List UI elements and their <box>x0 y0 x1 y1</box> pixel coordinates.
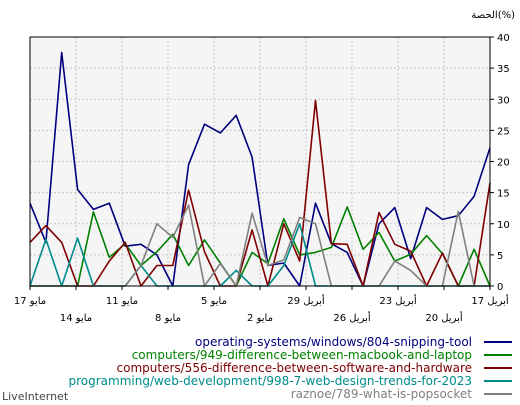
x-tick-label: 8 مايو <box>155 313 181 324</box>
y-tick-label: 35 <box>497 64 510 75</box>
y-tick-label: 10 <box>497 220 510 231</box>
legend-label-5: raznoe/789-what-is-popsocket <box>291 387 473 401</box>
y-tick-label: 0 <box>497 282 503 293</box>
x-tick-label: 11 مايو <box>106 296 138 307</box>
y-axis: 0 5 10 15 20 25 30 35 40 <box>490 33 510 293</box>
x-tick-label: 17 مايو <box>14 296 46 307</box>
legend-label-1: operating-systems/windows/804-snipping-t… <box>195 335 472 349</box>
x-tick-label: 26 أبريل <box>333 311 371 324</box>
y-axis-label: الحصة(%) <box>471 10 515 21</box>
x-axis: 17 أبريل 20 أبريل 23 أبريل 26 أبريل 29 أبريل… <box>14 286 509 324</box>
legend-label-3: computers/556-difference-between-softwar… <box>117 361 472 375</box>
series-line-3 <box>29 99 491 287</box>
y-tick-label: 30 <box>497 95 510 106</box>
legend-label-4: programming/web-development/998-7-web-de… <box>68 374 472 388</box>
grid <box>29 36 491 287</box>
legend-label-2: computers/949-difference-between-macbook… <box>132 348 472 362</box>
x-tick-label: 20 أبريل <box>425 311 463 324</box>
brand-label: LiveInternet <box>2 390 69 403</box>
x-tick-label: 23 أبريل <box>379 294 417 307</box>
y-tick-label: 15 <box>497 189 510 200</box>
y-tick-label: 25 <box>497 126 510 137</box>
x-tick-label: 14 مايو <box>60 313 92 324</box>
y-tick-label: 5 <box>497 251 503 262</box>
x-tick-label: 2 مايو <box>247 313 273 324</box>
y-tick-label: 20 <box>497 158 510 169</box>
y-tick-label: 40 <box>497 33 510 44</box>
x-tick-label: 17 أبريل <box>471 294 509 307</box>
legend: operating-systems/windows/804-snipping-t… <box>68 335 512 401</box>
x-tick-label: 29 أبريل <box>287 294 325 307</box>
x-tick-label: 5 مايو <box>201 296 227 307</box>
